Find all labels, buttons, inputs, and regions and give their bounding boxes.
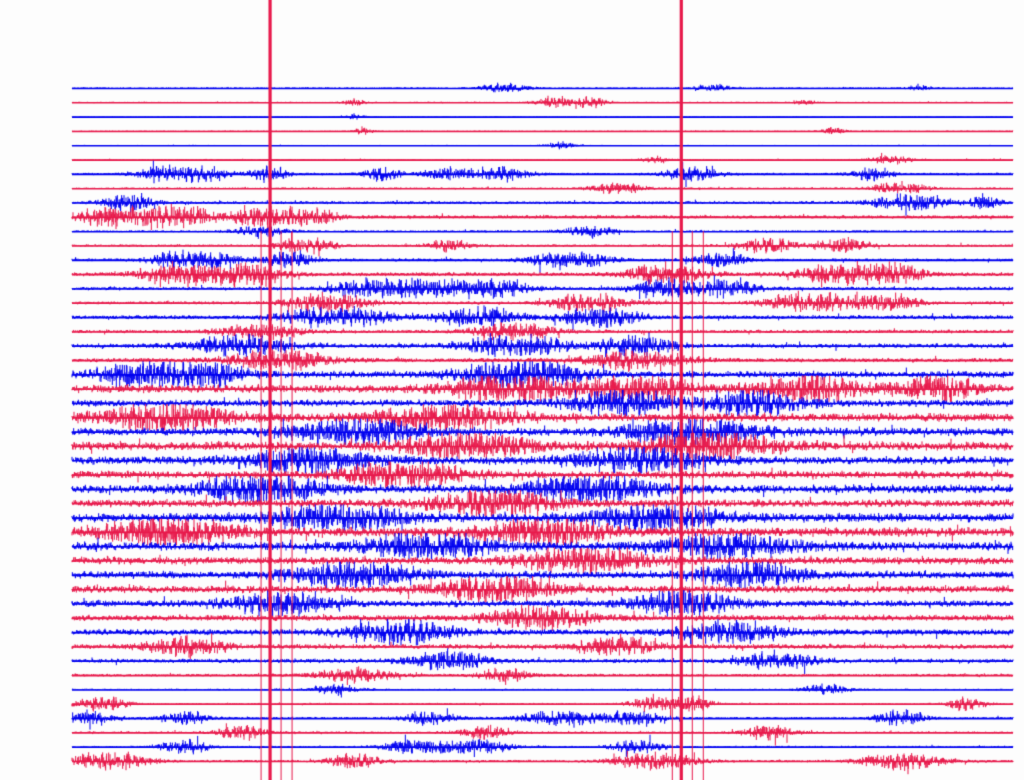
helicorder-plot: 00:0000:3001:0001:3002:0002:3003:0003:30… — [0, 0, 1024, 780]
seismogram-traces — [0, 0, 1024, 780]
